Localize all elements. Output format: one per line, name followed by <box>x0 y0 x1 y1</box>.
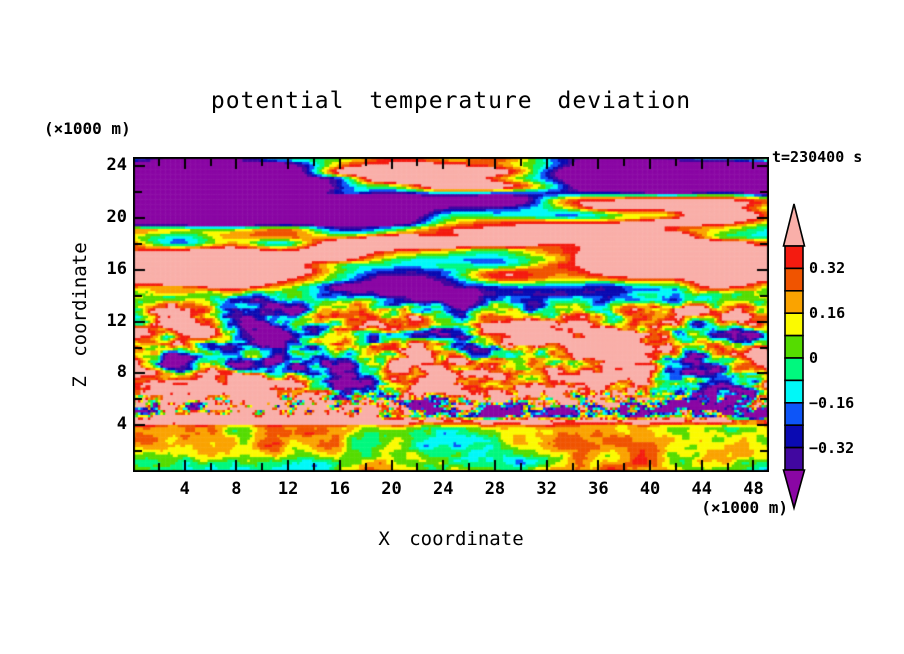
z-axis-unit-label: (×1000 m) <box>44 119 131 138</box>
colorbar-segment <box>784 402 804 427</box>
colorbar-label: 0.32 <box>809 259 846 278</box>
colorbar-segment <box>784 446 804 471</box>
x-tick-label: 44 <box>691 479 712 499</box>
colorbar-segment <box>784 334 804 359</box>
x-tick-label: 20 <box>381 479 402 499</box>
x-tick-label: 36 <box>588 479 609 499</box>
x-tick-label: 4 <box>179 479 190 499</box>
z-tick-label: 24 <box>106 155 127 176</box>
colorbar-label: −0.16 <box>809 393 855 412</box>
z-tick-label: 16 <box>106 258 127 279</box>
x-tick-label: 16 <box>329 479 351 499</box>
colorbar-segment <box>784 312 804 337</box>
x-tick-label: 12 <box>277 479 299 499</box>
colorbar-segment <box>784 245 804 270</box>
z-tick-label: 4 <box>116 414 127 435</box>
colorbar-under-arrow <box>782 469 806 512</box>
x-tick-label: 24 <box>432 479 454 499</box>
x-tick-label: 32 <box>536 479 557 499</box>
colorbar-label: 0.16 <box>809 304 846 323</box>
colorbar-over-arrow <box>782 203 806 247</box>
colorbar-label: 0 <box>809 349 819 367</box>
z-tick-label: 20 <box>106 206 127 227</box>
x-tick-label: 48 <box>743 479 764 499</box>
colorbar-segment <box>784 424 804 449</box>
z-tick-label: 12 <box>106 310 127 331</box>
colorbar-segment <box>784 357 804 382</box>
z-tick-label: 8 <box>116 362 127 383</box>
x-axis-title: X coordinate <box>378 528 524 550</box>
timestamp-label: t=230400 s <box>772 148 863 166</box>
colorbar-scale <box>782 203 806 512</box>
colorbar-segment <box>784 290 804 315</box>
colorbar-label: −0.32 <box>809 438 855 457</box>
colorbar <box>780 200 850 515</box>
contour-field-canvas <box>133 157 769 472</box>
colorbar-segment <box>784 379 804 404</box>
chart-title: potential temperature deviation <box>210 88 692 114</box>
plot-area <box>133 157 769 472</box>
colorbar-segment <box>784 267 804 292</box>
x-tick-label: 8 <box>231 479 242 499</box>
x-tick-label: 40 <box>639 479 661 499</box>
x-axis-unit-label: (×1000 m) <box>701 498 788 517</box>
x-tick-label: 28 <box>484 479 506 499</box>
z-axis-title: Z coordinate <box>69 242 91 388</box>
